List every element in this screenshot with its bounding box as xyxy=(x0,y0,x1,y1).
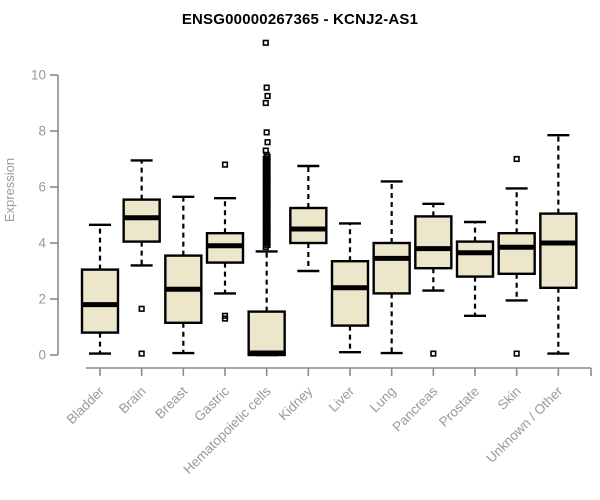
box-rect xyxy=(497,231,536,275)
outlier-point xyxy=(264,139,271,146)
x-tick-label: Bladder xyxy=(64,383,108,427)
x-tick-label: Brain xyxy=(116,384,149,417)
x-tick-label: Kidney xyxy=(276,383,316,423)
y-tick-label: 6 xyxy=(38,180,46,195)
outlier-point xyxy=(264,92,271,100)
boxplot-lung: Lung xyxy=(367,180,411,416)
outlier-point xyxy=(262,243,269,251)
x-tick-label: Lung xyxy=(367,384,399,416)
x-tick-label: Breast xyxy=(152,383,190,421)
outlier-point xyxy=(221,161,229,168)
outlier-point xyxy=(513,350,520,357)
boxplot-brain: Brain xyxy=(116,159,161,417)
outlier-point xyxy=(513,155,520,163)
box-rect xyxy=(455,240,495,278)
outlier-point xyxy=(262,39,269,46)
outlier-point xyxy=(138,350,145,357)
box-rect xyxy=(414,215,453,270)
outlier-point xyxy=(221,315,229,322)
y-tick-label: 8 xyxy=(38,124,46,139)
y-tick-label: 10 xyxy=(31,68,46,83)
box-rect xyxy=(247,310,286,357)
boxplot-unknown-other: Unknown / Other xyxy=(483,133,578,466)
x-tick-label: Gastric xyxy=(191,383,232,424)
outlier-point xyxy=(262,99,269,107)
x-tick-label: Liver xyxy=(326,383,358,415)
x-tick-label: Pancreas xyxy=(390,383,441,434)
y-tick-label: 2 xyxy=(38,292,46,307)
boxplot-skin: Skin xyxy=(495,155,536,413)
outlier-point xyxy=(263,129,270,136)
y-axis-title: Expression xyxy=(2,158,17,222)
box-rect xyxy=(539,212,578,290)
boxplot-kidney: Kidney xyxy=(276,164,328,423)
x-tick-label: Prostate xyxy=(436,384,482,430)
box-rect xyxy=(80,268,120,334)
box-rect xyxy=(330,260,370,327)
y-tick-label: 0 xyxy=(38,348,46,363)
box-rect xyxy=(372,241,411,295)
outlier-point xyxy=(138,305,145,312)
outlier-point xyxy=(263,84,270,91)
boxplot-bladder: Bladder xyxy=(64,223,120,427)
boxplot-pancreas: Pancreas xyxy=(390,202,453,434)
outlier-point xyxy=(430,350,437,357)
y-tick-label: 4 xyxy=(38,236,46,251)
box-rect xyxy=(122,198,161,243)
box-rect xyxy=(289,206,328,245)
x-tick-label: Skin xyxy=(495,384,524,413)
boxplot-liver: Liver xyxy=(326,222,370,415)
chart-title: ENSG00000267365 - KCNJ2-AS1 xyxy=(181,11,419,28)
x-tick-label: Unknown / Other xyxy=(483,383,566,466)
